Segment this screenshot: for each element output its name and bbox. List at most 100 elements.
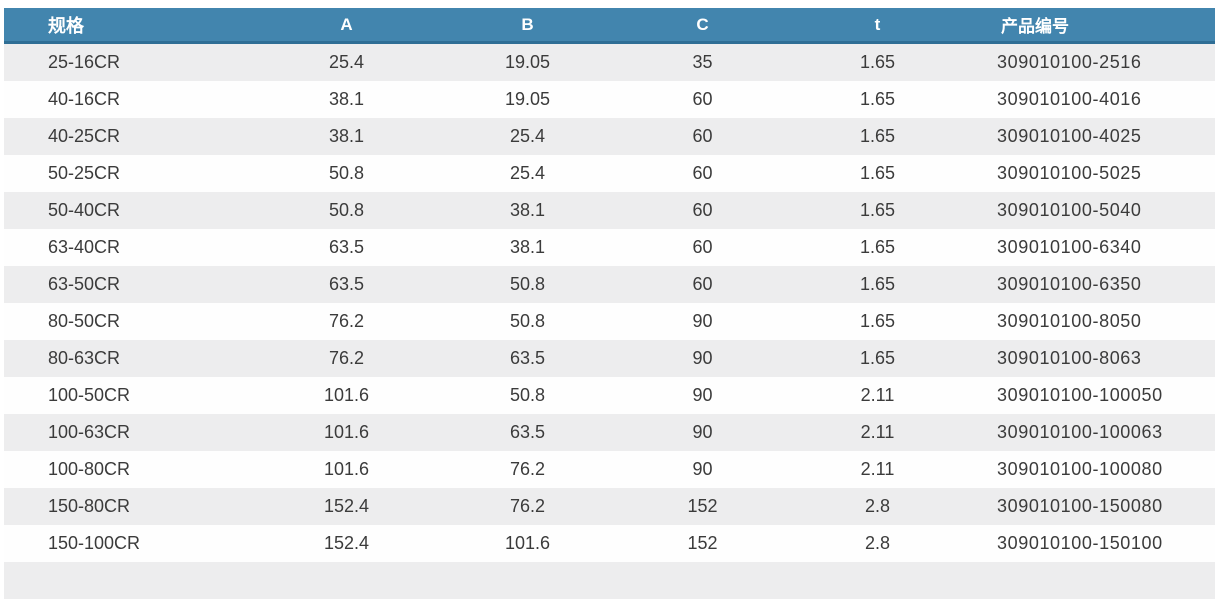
- table-cell-t: 1.65: [859, 200, 896, 220]
- table-cell-a: 76.2: [328, 311, 365, 331]
- table-row: 80-63CR 76.2 63.5 90 1.65 309010100-8063: [4, 340, 1215, 377]
- table-row: 50-25CR 50.8 25.4 60 1.65 309010100-5025: [4, 155, 1215, 192]
- empty-cell: [960, 562, 1215, 599]
- table-row: 40-25CR 38.1 25.4 60 1.65 309010100-4025: [4, 118, 1215, 155]
- table-cell-spec: 150-100CR: [48, 533, 141, 553]
- table-cell-t: 2.11: [860, 459, 895, 479]
- table-cell-product-code: 309010100-2516: [960, 41, 1215, 81]
- table-cell-b: 76.2: [509, 496, 546, 516]
- table-cell-product-code: 309010100-6350: [997, 274, 1142, 294]
- table-cell-t: 1.65: [859, 348, 896, 368]
- table-cell-product-code: 309010100-100050: [997, 385, 1163, 405]
- table-body: 25-16CR 25.4 19.05 35 1.65 309010100-2516 40-1…: [4, 41, 1215, 599]
- empty-cell: [4, 562, 248, 599]
- table-cell-c: 152: [687, 496, 718, 516]
- table-cell-c: 60: [692, 200, 713, 220]
- table-cell-spec: 40-16CR: [48, 89, 121, 109]
- table-cell-c: 60: [692, 274, 713, 294]
- table-cell-t: 1.65: [859, 311, 896, 331]
- table-cell-spec: 63-40CR: [48, 237, 121, 257]
- table-cell-spec: 40-25CR: [48, 126, 121, 146]
- table-cell-product-code: 309010100-4025: [997, 126, 1142, 146]
- table-row: 100-80CR 101.6 76.2 90 2.11 309010100-100080: [4, 451, 1215, 488]
- table-cell-a: 63.5: [328, 274, 365, 294]
- table-cell-t: 1.65: [859, 89, 896, 109]
- table-cell-t: 1.65: [795, 41, 960, 81]
- empty-row: [4, 562, 1215, 599]
- table-cell-t: 2.8: [864, 533, 891, 553]
- table-row: 100-63CR 101.6 63.5 90 2.11 309010100-100063: [4, 414, 1215, 451]
- table-cell-a: 38.1: [328, 89, 365, 109]
- table-cell-product-code: 309010100-150100: [997, 533, 1163, 553]
- table-row: 40-16CR 38.1 19.05 60 1.65 309010100-4016: [4, 81, 1215, 118]
- table-cell-product-code: 309010100-6340: [997, 237, 1142, 257]
- table-cell-b: 50.8: [509, 274, 546, 294]
- table-cell-a: 152.4: [323, 496, 370, 516]
- table-cell-t: 1.65: [859, 126, 896, 146]
- table-row: 63-50CR 63.5 50.8 60 1.65 309010100-6350: [4, 266, 1215, 303]
- table-cell-t: 1.65: [859, 274, 896, 294]
- table-cell-product-code: 309010100-100080: [997, 459, 1163, 479]
- table-cell-b: 50.8: [509, 385, 546, 405]
- table-cell-spec: 50-25CR: [48, 163, 121, 183]
- table-cell-b: 25.4: [509, 163, 546, 183]
- table-cell-spec: 100-50CR: [48, 385, 131, 405]
- table-row: 50-40CR 50.8 38.1 60 1.65 309010100-5040: [4, 192, 1215, 229]
- table-cell-product-code: 309010100-5025: [997, 163, 1142, 183]
- table-cell-c: 90: [692, 385, 713, 405]
- table-cell-spec: 150-80CR: [48, 496, 131, 516]
- table-row: 100-50CR 101.6 50.8 90 2.11 309010100-100050: [4, 377, 1215, 414]
- table-cell-c: 90: [692, 422, 713, 442]
- table-cell-a: 63.5: [328, 237, 365, 257]
- table-cell-spec: 80-50CR: [48, 311, 121, 331]
- table-cell-product-code: 309010100-150080: [997, 496, 1163, 516]
- table-cell-t: 1.65: [859, 163, 896, 183]
- table-cell-t: 2.11: [860, 422, 895, 442]
- empty-cell: [795, 562, 960, 599]
- table-cell-a: 25.4: [248, 41, 445, 81]
- table-cell-t: 1.65: [859, 237, 896, 257]
- table-cell-b: 63.5: [509, 422, 546, 442]
- table-cell-c: 60: [692, 126, 713, 146]
- column-header-t: t: [795, 8, 960, 44]
- table-cell-b: 19.05: [504, 89, 551, 109]
- table-cell-c: 90: [692, 311, 713, 331]
- table-cell-b: 50.8: [509, 311, 546, 331]
- table-cell-product-code: 309010100-8050: [997, 311, 1142, 331]
- table-cell-a: 152.4: [323, 533, 370, 553]
- table-row: 80-50CR 76.2 50.8 90 1.65 309010100-8050: [4, 303, 1215, 340]
- empty-cell: [610, 562, 795, 599]
- table-row: 63-40CR 63.5 38.1 60 1.65 309010100-6340: [4, 229, 1215, 266]
- table-cell-b: 38.1: [509, 200, 546, 220]
- table-cell-t: 2.11: [860, 385, 895, 405]
- table-row: 25-16CR 25.4 19.05 35 1.65 309010100-2516: [4, 41, 1215, 81]
- table-cell-a: 38.1: [328, 126, 365, 146]
- empty-cell: [445, 562, 610, 599]
- table-cell-spec: 100-63CR: [48, 422, 131, 442]
- table-cell-a: 101.6: [323, 385, 370, 405]
- table-cell-a: 50.8: [328, 163, 365, 183]
- column-header-a: A: [248, 8, 445, 44]
- column-header-spec: 规格: [4, 8, 248, 44]
- table-cell-spec: 80-63CR: [48, 348, 121, 368]
- table-cell-a: 50.8: [328, 200, 365, 220]
- empty-cell: [248, 562, 445, 599]
- table-row: 150-100CR 152.4 101.6 152 2.8 309010100-15010…: [4, 525, 1215, 562]
- table-cell-b: 63.5: [509, 348, 546, 368]
- column-header-c: C: [610, 8, 795, 44]
- table-cell-c: 60: [692, 163, 713, 183]
- table-cell-c: 60: [692, 237, 713, 257]
- table-cell-c: 152: [687, 533, 718, 553]
- table-cell-c: 35: [610, 41, 795, 81]
- table-cell-a: 101.6: [323, 422, 370, 442]
- table-cell-b: 19.05: [445, 41, 610, 81]
- table-cell-t: 2.8: [864, 496, 891, 516]
- column-header-product-code: 产品编号: [960, 8, 1215, 44]
- table-cell-a: 101.6: [323, 459, 370, 479]
- table-cell-b: 76.2: [509, 459, 546, 479]
- table-cell-c: 60: [692, 89, 713, 109]
- table-cell-b: 25.4: [509, 126, 546, 146]
